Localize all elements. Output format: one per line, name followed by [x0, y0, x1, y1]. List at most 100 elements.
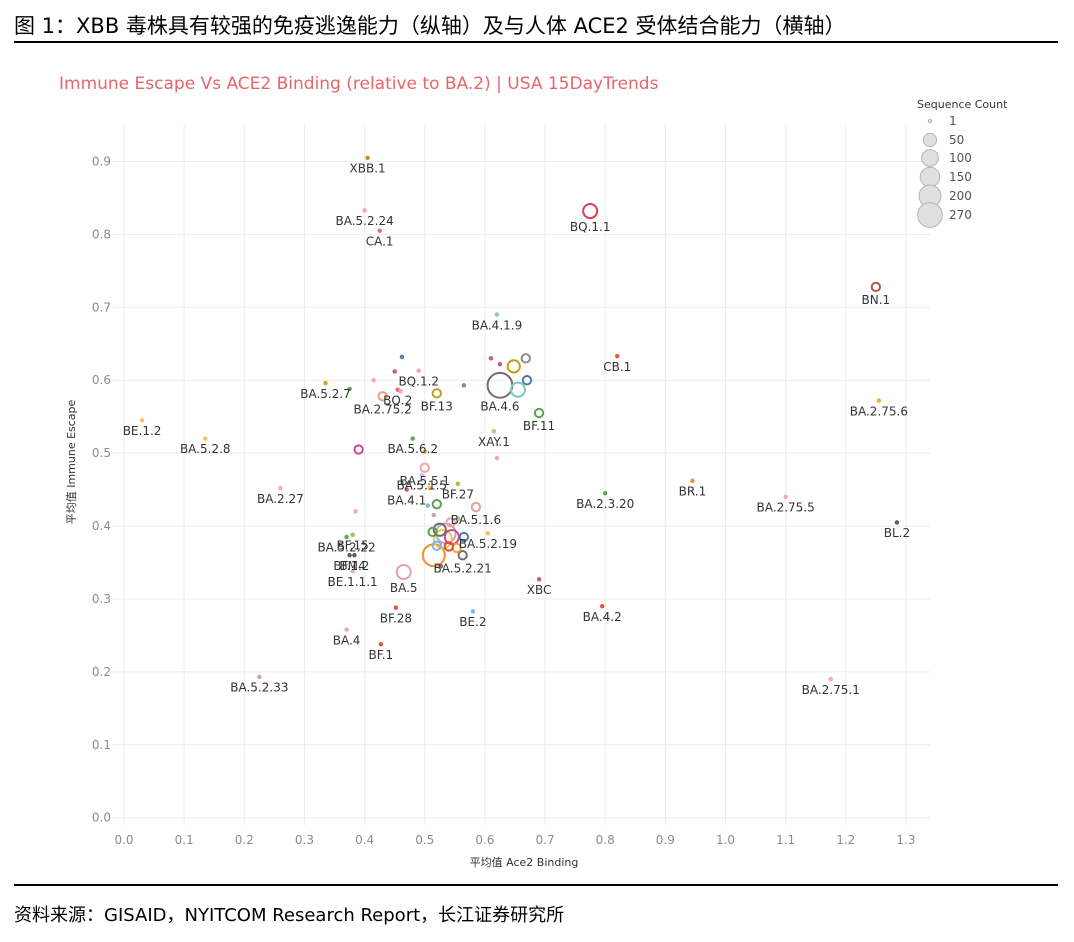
scatter-point: [431, 540, 442, 551]
scatter-point: [422, 449, 427, 454]
point-label: BE.1.2: [123, 424, 162, 438]
scatter-point: [521, 375, 533, 386]
scatter-point: [399, 354, 405, 360]
scatter-point: [139, 418, 145, 423]
scatter-point: [416, 368, 421, 373]
point-label: BA.2.3.20: [576, 497, 634, 511]
scatter-point: [456, 516, 461, 521]
scatter-point: [431, 499, 442, 510]
x-tick-label: 0.7: [536, 833, 555, 847]
scatter-point: [432, 522, 447, 537]
scatter-point: [494, 312, 500, 317]
point-label: BF.27: [442, 487, 474, 501]
scatter-point: [533, 407, 545, 419]
scatter-point: [494, 456, 500, 461]
legend-title: Sequence Count: [917, 98, 1008, 111]
scatter-point: [410, 436, 415, 441]
x-tick-label: 1.3: [896, 833, 915, 847]
point-label: BA.4.6: [480, 400, 519, 414]
scatter-point: [377, 391, 388, 402]
scatter-point: [353, 444, 364, 455]
point-label: BA.5.5.1: [399, 474, 450, 488]
point-label: BA.5.1.6: [451, 513, 502, 527]
scatter-point: [352, 553, 357, 558]
point-label: BA.4: [333, 633, 361, 647]
x-tick-label: 0.1: [175, 833, 194, 847]
scatter-point: [203, 436, 208, 441]
y-tick-label: 0.0: [92, 811, 111, 825]
scatter-point: [353, 509, 358, 514]
point-labels: XBB.1 BA.5.2.24 CA.1 BQ.1.1 BN.1 BA.4.1.9 CB.1…: [123, 162, 910, 697]
legend-size-label: 270: [949, 208, 972, 222]
y-tick-label: 0.4: [92, 519, 111, 533]
point-label: XBC: [527, 583, 552, 597]
scatter-point: [488, 356, 494, 361]
scatter-point: [347, 553, 352, 558]
scatter-point: [599, 604, 605, 609]
scatter-point: [491, 429, 497, 434]
point-label: BF.15: [336, 538, 368, 552]
point-label: BE.1.1.1: [328, 575, 378, 589]
point-label: BQ.2: [383, 393, 412, 407]
scatter-point: [347, 386, 352, 392]
legend-size-marker: [922, 132, 938, 148]
y-axis-title: 平均值 Immune Escape: [65, 399, 78, 524]
scatter-point: [828, 676, 833, 682]
point-label: XAY.1: [478, 435, 510, 449]
chart-title: Immune Escape Vs ACE2 Binding (relative …: [59, 74, 659, 94]
point-label: BA.2.75.5: [757, 501, 815, 515]
scatter-point: [425, 503, 430, 508]
x-tick-label: 1.1: [776, 833, 795, 847]
scatter-point: [445, 517, 456, 528]
y-tick-label: 0.6: [92, 373, 111, 387]
x-axis-title: 平均值 Ace2 Binding: [470, 856, 579, 869]
scatter-point: [392, 369, 397, 374]
x-tick-label: 0.3: [295, 833, 314, 847]
legend-size-marker: [917, 202, 943, 228]
y-tick-label: 0.7: [92, 300, 111, 314]
legend-size-label: 150: [949, 170, 972, 184]
scatter-point: [344, 534, 349, 540]
figure-title: 图 1：XBB 毒株具有较强的免疫逃逸能力（纵轴）及与人体 ACE2 受体结合能…: [14, 14, 846, 38]
scatter-point: [278, 485, 283, 491]
source-note: 资料来源：GISAID，NYITCOM Research Report，长江证券…: [14, 905, 565, 926]
point-label: BA.4.1.9: [472, 318, 523, 332]
x-tick-label: 0.4: [355, 833, 374, 847]
scatter-point: [438, 563, 444, 569]
legend-size-label: 50: [949, 133, 964, 147]
scatter-point: [377, 228, 382, 233]
scatter-point: [458, 531, 470, 543]
scatter-point: [431, 388, 442, 399]
scatter-point: [876, 398, 882, 403]
x-tick-label: 0.9: [656, 833, 675, 847]
scatter-point: [582, 203, 599, 220]
scatter-point: [419, 472, 424, 478]
point-label: BQ.1.2: [398, 374, 439, 388]
x-tick-label: 0.2: [235, 833, 254, 847]
scatter-point: [257, 674, 262, 680]
point-label: BA.2.75.2: [354, 402, 412, 416]
scatter-point: [461, 383, 467, 388]
scatter-point: [398, 388, 403, 394]
point-label: BF.13: [421, 399, 453, 413]
point-label: BA.2.75.1: [802, 683, 860, 697]
scatter-chart: Immune Escape Vs ACE2 Binding (relative …: [59, 74, 1008, 869]
scatter-point: [427, 526, 438, 538]
point-label: BA.4.1: [387, 493, 426, 507]
point-label: BQ.1.1: [570, 220, 611, 234]
scatter-point: [690, 478, 695, 484]
scatter-point: [404, 487, 409, 492]
point-label: BA.5.2.22: [317, 541, 375, 555]
scatter-point: [470, 501, 482, 513]
top-divider: [14, 41, 1058, 43]
scatter-point: [350, 532, 355, 537]
scatter-point: [393, 605, 399, 610]
scatter-point: [536, 577, 542, 582]
point-label: BL.2: [884, 526, 910, 540]
legend-size-label: 1: [949, 114, 957, 128]
point-label: CB.1: [603, 360, 631, 374]
scatter-point: [371, 378, 376, 383]
scatter-point: [506, 359, 521, 374]
point-label: XBB.1: [350, 162, 386, 176]
legend-size-marker: [919, 166, 941, 188]
